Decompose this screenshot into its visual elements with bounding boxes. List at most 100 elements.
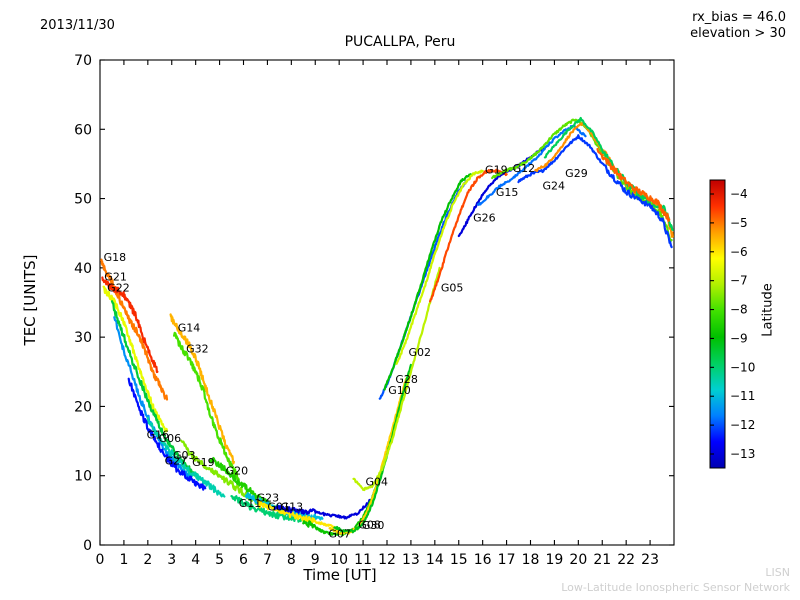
series-label: G01 [267,500,290,513]
x-tick-label: 17 [498,552,516,568]
y-tick-label: 30 [74,330,92,346]
x-tick-label: 16 [474,552,492,568]
series-label: G28 [395,373,418,386]
x-tick-label: 11 [354,552,372,568]
series-trace [328,377,408,535]
series-label: G30 [362,519,385,532]
series-label: G32 [186,342,209,355]
x-tick-label: 9 [311,552,320,568]
series-trace [395,169,484,365]
x-tick-label: 20 [569,552,587,568]
series-trace [517,134,673,249]
series-label: G19 [192,456,215,469]
series-label: G24 [542,180,565,193]
series-trace [127,377,207,491]
series-label: G15 [496,186,519,199]
series-label: G16 [147,428,170,441]
page-title: PUCALLPA, Peru [344,34,456,50]
x-tick-label: 15 [450,552,468,568]
credit-long: Low-Latitude Ionospheric Sensor Network [561,581,790,595]
series-label: G22 [107,281,130,294]
x-tick-label: 19 [546,552,564,568]
series-label: G03 [173,449,196,462]
series-label: G07 [328,527,351,540]
axis-ticks: 0 1 2 3 4 5 6 7 8 9 10 11 12 13 14 15 16 17 18 19 20 21 22 2301… [74,53,674,568]
y-tick-label: 40 [74,261,92,277]
series-label: G27 [165,455,188,468]
x-tick-label: 2 [143,552,152,568]
credit-short: LISN [765,566,790,580]
series-label: G26 [473,211,496,224]
series-label: G29 [565,167,588,180]
y-tick-label: 10 [74,469,92,485]
x-tick-label: 3 [167,552,176,568]
colorbar-tick-label: −11 [730,389,755,403]
colorbar-tick-label: −13 [730,447,755,461]
x-tick-label: 22 [617,552,635,568]
series-trace [146,416,226,498]
x-tick-label: 4 [191,552,200,568]
series-trace [110,300,200,479]
series-label: G18 [104,251,127,264]
x-tick-label: 5 [215,552,224,568]
series-trace [273,498,372,520]
colorbar-ticks: −4 −5 −6 −7 −8 −9 −10 −11 −12 −13 [710,187,755,461]
y-tick-label: 70 [74,53,92,69]
colorbar-tick-label: −5 [730,216,748,230]
parameter-annotation: rx_bias = 46.0 elevation > 30 [690,10,786,43]
x-tick-label: 1 [119,552,128,568]
series-trace [596,148,671,223]
series-trace [169,313,235,465]
x-tick-label: 14 [426,552,444,568]
elevation-text: elevation > 30 [690,26,786,42]
series-label: G20 [226,464,249,477]
x-tick-label: 12 [378,552,396,568]
series-trace [101,276,159,374]
series-label: G10 [388,384,411,397]
colorbar-tick-label: −10 [730,360,755,374]
colorbar-tick-label: −9 [730,331,748,345]
series-label: G12 [513,162,536,175]
colorbar-tick-label: −6 [730,245,748,259]
series-label: G05 [441,281,464,294]
series-label: G14 [178,322,201,335]
series-label: G21 [104,270,127,283]
series-trace [352,266,441,492]
y-tick-label: 20 [74,399,92,415]
x-tick-label: 7 [263,552,272,568]
series-trace [100,258,169,401]
x-tick-label: 21 [593,552,611,568]
series-trace [256,500,336,529]
colorbar-tick-label: −4 [730,187,748,201]
colorbar-tick-label: −12 [730,418,755,432]
x-tick-label: 6 [239,552,248,568]
data-series-group [100,116,674,537]
series-trace [333,363,412,534]
series-label: G23 [257,491,280,504]
colorbar-tick-label: −8 [730,303,748,317]
x-tick-label: 0 [96,552,105,568]
x-tick-label: 18 [522,552,540,568]
y-tick-label: 60 [74,122,92,138]
footer-credit: LISN Low-Latitude Ionospheric Sensor Netw… [561,566,790,596]
series-trace [173,331,240,482]
y-tick-label: 0 [83,538,92,554]
rx-bias-text: rx_bias = 46.0 [692,10,786,25]
y-tick-label: 50 [74,192,92,208]
series-label: G06 [159,432,182,445]
x-tick-label: 8 [287,552,296,568]
series-label: G19 [485,164,508,177]
series-label: G04 [365,475,388,488]
date-label: 2013/11/30 [40,18,115,33]
series-trace [383,173,472,391]
series-label: G11 [239,497,262,510]
series-label: G13 [281,500,304,513]
series-label: G08 [358,518,381,531]
x-axis-label: Time [UT] [303,566,377,584]
colorbar-tick-label: −7 [730,274,748,288]
x-tick-label: 23 [641,552,659,568]
series-trace [429,168,508,303]
